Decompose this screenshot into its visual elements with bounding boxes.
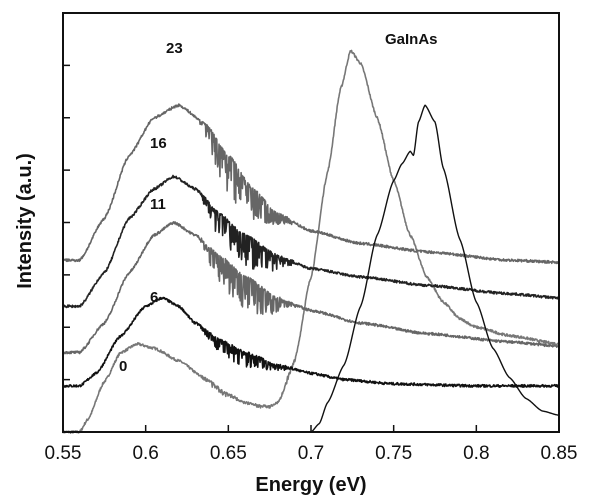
x-tick-label: 0.7 [298,443,324,464]
x-ticks: 0.55 0.6 0.65 0.7 0.75 0.8 0.85 [45,425,578,464]
x-tick-label: 0.55 [45,443,82,464]
x-tick-label: 0.8 [463,443,489,464]
x-tick-label: 0.85 [541,443,578,464]
annotation-6: 6 [150,289,158,306]
series-line-0 [62,49,560,434]
annotation-0: 0 [119,358,127,375]
plot-frame [62,12,560,433]
series-line-23 [62,103,560,265]
annotation-16: 16 [150,135,167,152]
annotation-gainas: GaInAs [385,31,438,48]
x-tick-label: 0.6 [132,443,158,464]
curves-layer [62,49,560,434]
x-axis-title: Energy (eV) [255,474,366,496]
annotation-11: 11 [150,196,166,213]
annotation-23: 23 [166,40,183,57]
y-ticks [63,64,70,381]
series-line-16 [62,174,560,309]
series-line-11 [62,221,560,355]
x-tick-label: 0.75 [375,443,412,464]
x-tick-label: 0.65 [210,443,247,464]
y-axis-title: Intensity (a.u.) [14,153,36,289]
series-line-6 [62,296,560,388]
